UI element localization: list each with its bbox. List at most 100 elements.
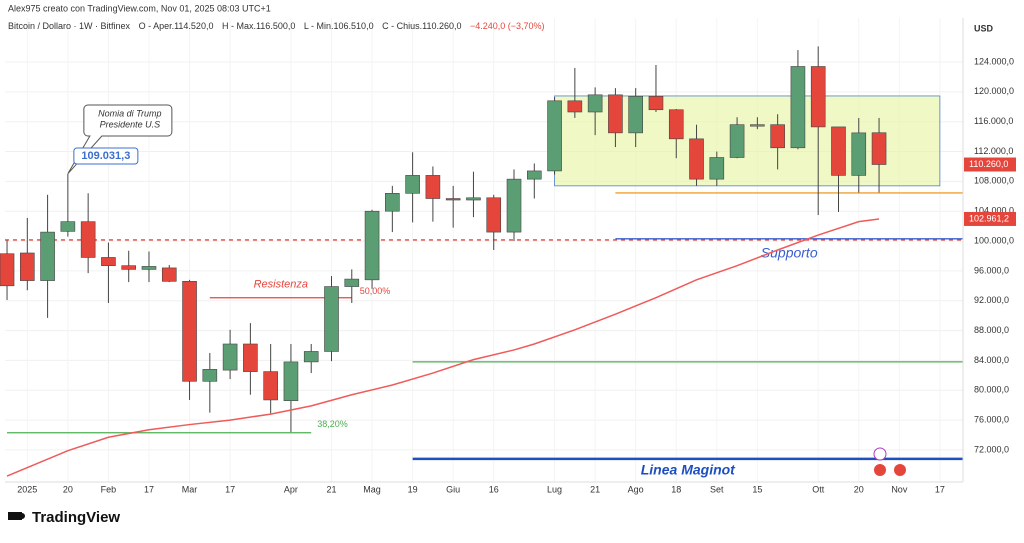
x-tick-label: Set: [710, 484, 724, 494]
fib-label: 50,00%: [360, 286, 391, 296]
logo-mark: [8, 512, 22, 520]
candle-body: [202, 369, 218, 382]
candle-body: [689, 138, 704, 180]
symbol: Bitcoin / Dollaro · 1W · Bitfinex: [8, 21, 131, 31]
candle-body: [628, 96, 643, 134]
y-tick-label: 116.000,0: [974, 116, 1013, 126]
y-tick-label: 88.000,0: [974, 325, 1009, 335]
x-tick-label: Nov: [891, 484, 908, 494]
candle-body: [283, 361, 299, 401]
event-icon: [873, 447, 887, 461]
y-tick-label: 84.000,0: [974, 355, 1009, 365]
x-tick-label: 19: [408, 484, 418, 494]
candle-body: [243, 343, 258, 372]
candle-body: [526, 170, 542, 180]
x-tick-label: Mar: [182, 484, 198, 494]
y-tick-label: 96.000,0: [974, 265, 1009, 275]
candle-body: [466, 197, 481, 201]
x-tick-label: 17: [935, 484, 945, 494]
candle-body: [810, 66, 826, 128]
x-tick-label: Apr: [284, 484, 298, 494]
y-tick-label: 72.000,0: [974, 444, 1009, 454]
callout-value-bg: [73, 147, 139, 165]
y-tick-label: 92.000,0: [974, 295, 1009, 305]
y-tick-label: 124.000,0: [974, 56, 1014, 66]
event-icon: [894, 464, 906, 476]
candle-body: [567, 100, 583, 113]
credit: Alex975 creato con TradingView.com, Nov …: [8, 3, 271, 13]
y-tick-label: 108.000,0: [974, 176, 1014, 186]
candle-body: [851, 132, 867, 176]
candle-body: [303, 351, 319, 363]
candle-body: [750, 124, 765, 127]
candle-body: [709, 157, 725, 180]
candle-body: [506, 178, 522, 233]
y-tick-label: 112.000,0: [974, 146, 1013, 156]
candle-body: [871, 132, 887, 165]
x-tick-label: Giu: [446, 484, 460, 494]
candle-body: [486, 197, 502, 233]
x-tick-label: 15: [752, 484, 762, 494]
candle-body: [60, 221, 76, 232]
change: −4.240,0 (−3,70%): [470, 21, 545, 31]
fib-label: 38,20%: [317, 419, 348, 429]
y-tick-label: 76.000,0: [974, 414, 1009, 424]
candle-body: [80, 221, 96, 258]
brand: TradingView: [32, 509, 120, 526]
candle-body: [445, 198, 461, 201]
candle-body: [547, 100, 562, 172]
callout-text: Presidente U.S: [100, 119, 161, 129]
x-tick-label: 2025: [17, 484, 37, 494]
y-tick-label: 80.000,0: [974, 385, 1009, 395]
price-label-bg: [964, 211, 1016, 226]
candle-body: [161, 267, 177, 282]
candle-body: [182, 281, 197, 382]
x-tick-label: Feb: [101, 484, 117, 494]
candle-body: [40, 231, 55, 281]
y-tick-label: 100.000,0: [974, 235, 1014, 245]
candle-body: [425, 175, 441, 199]
candle-body: [770, 124, 785, 149]
price-label: 110.260,0: [969, 159, 1008, 169]
candle-body: [729, 124, 745, 158]
level-label: Supporto: [761, 245, 818, 261]
callout-text: Nomia di Trump: [98, 108, 161, 118]
x-tick-label: Lug: [547, 484, 562, 494]
symbol-line: Bitcoin / Dollaro · 1W · Bitfinex O - Ap…: [8, 21, 545, 31]
candle-body: [0, 253, 15, 287]
price-label-bg: [964, 157, 1016, 172]
candle-body: [587, 94, 603, 113]
ohlc: C - Chius.110.260,0: [382, 21, 461, 31]
candle-body: [790, 66, 806, 149]
candle-body: [101, 257, 116, 266]
y-tick-label: 120.000,0: [974, 86, 1014, 96]
ohlc: H - Max.116.500,0: [222, 21, 295, 31]
candle-body: [20, 252, 35, 281]
y-tick-label: 104.000,0: [974, 206, 1014, 216]
candle-body: [263, 371, 278, 401]
callout-value: 109.031,3: [81, 150, 130, 162]
level-label: Linea Maginot: [641, 462, 736, 478]
x-tick-label: 20: [854, 484, 864, 494]
logo-mark: [19, 513, 25, 519]
candle-body: [344, 278, 360, 287]
candle-body: [324, 286, 339, 352]
x-tick-label: 20: [63, 484, 73, 494]
x-tick-label: 21: [590, 484, 600, 494]
x-tick-label: 16: [489, 484, 499, 494]
candle-body: [668, 109, 684, 140]
candle-body: [385, 193, 400, 212]
x-tick-label: Ago: [628, 484, 644, 494]
x-tick-label: 18: [671, 484, 681, 494]
candle-body: [831, 126, 846, 176]
price-label: 102.961,2: [969, 213, 1009, 223]
event-icon: [874, 464, 886, 476]
currency: USD: [974, 23, 994, 33]
x-tick-label: Mag: [363, 484, 381, 494]
x-tick-label: Ott: [812, 484, 825, 494]
ohlc: L - Min.106.510,0: [304, 21, 374, 31]
ohlc: O - Aper.114.520,0: [139, 21, 214, 31]
plot-layer: [5, 18, 963, 482]
candle-body: [608, 94, 623, 134]
candle-body: [121, 265, 137, 270]
